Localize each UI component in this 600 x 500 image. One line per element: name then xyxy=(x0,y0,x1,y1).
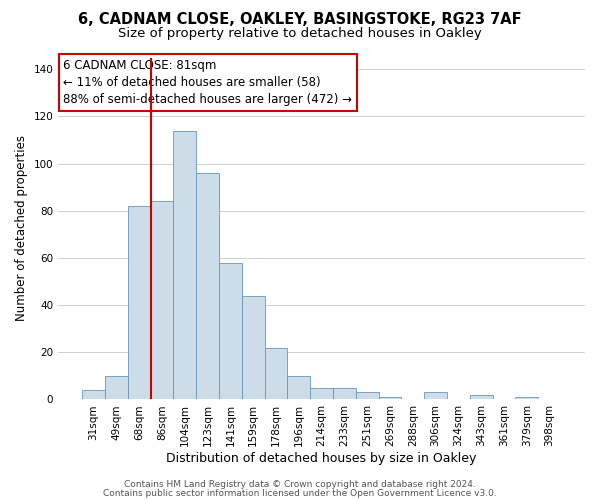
Bar xyxy=(287,376,310,400)
Bar xyxy=(424,392,447,400)
Bar xyxy=(151,202,173,400)
Bar xyxy=(379,397,401,400)
Bar xyxy=(82,390,105,400)
Bar xyxy=(333,388,356,400)
Bar xyxy=(515,397,538,400)
Bar xyxy=(219,262,242,400)
Text: Contains HM Land Registry data © Crown copyright and database right 2024.: Contains HM Land Registry data © Crown c… xyxy=(124,480,476,489)
Bar xyxy=(470,394,493,400)
Text: Size of property relative to detached houses in Oakley: Size of property relative to detached ho… xyxy=(118,28,482,40)
Bar xyxy=(105,376,128,400)
Bar xyxy=(265,348,287,400)
Text: 6 CADNAM CLOSE: 81sqm
← 11% of detached houses are smaller (58)
88% of semi-deta: 6 CADNAM CLOSE: 81sqm ← 11% of detached … xyxy=(64,59,352,106)
Bar xyxy=(242,296,265,400)
Bar xyxy=(356,392,379,400)
Bar xyxy=(310,388,333,400)
X-axis label: Distribution of detached houses by size in Oakley: Distribution of detached houses by size … xyxy=(166,452,477,465)
Bar xyxy=(196,173,219,400)
Text: Contains public sector information licensed under the Open Government Licence v3: Contains public sector information licen… xyxy=(103,488,497,498)
Bar xyxy=(128,206,151,400)
Bar xyxy=(173,130,196,400)
Text: 6, CADNAM CLOSE, OAKLEY, BASINGSTOKE, RG23 7AF: 6, CADNAM CLOSE, OAKLEY, BASINGSTOKE, RG… xyxy=(78,12,522,28)
Y-axis label: Number of detached properties: Number of detached properties xyxy=(15,136,28,322)
